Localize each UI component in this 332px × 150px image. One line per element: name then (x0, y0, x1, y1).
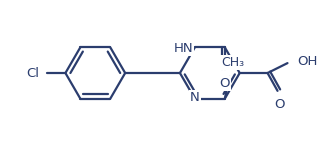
Text: OH: OH (297, 55, 318, 68)
Text: N: N (190, 91, 200, 104)
Text: HN: HN (173, 42, 193, 55)
Text: O: O (274, 98, 285, 111)
Text: Cl: Cl (27, 66, 40, 80)
Text: O: O (219, 77, 230, 90)
Text: CH₃: CH₃ (221, 56, 244, 69)
